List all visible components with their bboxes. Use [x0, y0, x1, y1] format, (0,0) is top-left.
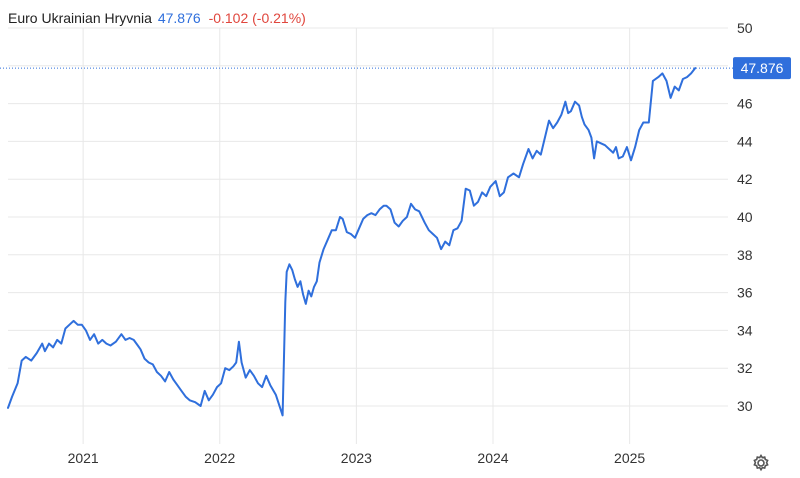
last-price-tag: 47.876: [733, 57, 791, 80]
last-price: 47.876: [157, 10, 201, 26]
y-axis-ticks: 30 32 34 36 38 40 42 44 46 50: [737, 20, 753, 414]
instrument-name: Euro Ukrainian Hryvnia: [8, 10, 152, 26]
y-tick-label: 42: [737, 171, 753, 187]
last-price-tag-label: 47.876: [741, 60, 784, 76]
settings-button[interactable]: [751, 453, 771, 473]
y-tick-label: 38: [737, 247, 753, 263]
x-tick-label: 2021: [68, 450, 99, 466]
price-change: -0.102 (-0.21%): [208, 10, 306, 26]
x-tick-label: 2023: [341, 450, 372, 466]
series-line: [7, 67, 697, 417]
y-tick-label: 44: [737, 133, 753, 149]
grid: [8, 27, 728, 444]
y-tick-label: 30: [737, 398, 753, 414]
y-tick-label: 40: [737, 209, 753, 225]
chart-header: Euro Ukrainian Hryvnia 47.876 -0.102 (-0…: [8, 10, 306, 26]
x-axis-ticks: 2021 2022 2023 2024 2025: [68, 450, 646, 466]
x-tick-label: 2024: [477, 450, 508, 466]
y-tick-label: 50: [737, 20, 753, 36]
y-tick-label: 36: [737, 285, 753, 301]
x-tick-label: 2022: [204, 450, 235, 466]
y-tick-label: 32: [737, 360, 753, 376]
x-tick-label: 2025: [614, 450, 645, 466]
y-tick-label: 46: [737, 96, 753, 112]
gear-icon: [753, 453, 769, 472]
y-tick-label: 34: [737, 322, 753, 338]
last-price-tag-background: [733, 57, 791, 80]
